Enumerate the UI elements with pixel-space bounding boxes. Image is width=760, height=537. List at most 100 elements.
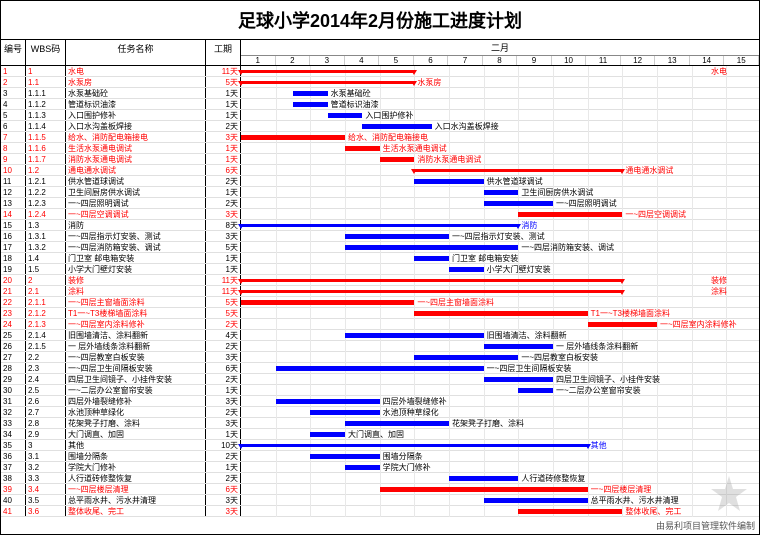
row-name: 水池顶种草绿化	[66, 407, 206, 417]
row-chart: 水泵基础砼	[241, 88, 759, 98]
task-bar[interactable]	[362, 124, 431, 129]
row-wbs: 1.2.2	[26, 187, 66, 197]
row-wbs: 1.1.7	[26, 154, 66, 164]
row-name: 小学大门壁灯安装	[66, 264, 206, 274]
row-name: 一 层外墙线条涂料翻新	[66, 341, 206, 351]
bar-label: 供水管道球调试	[487, 176, 543, 187]
gantt-row: 383.3人行道砖修整恢复2天人行道砖修整恢复	[1, 473, 759, 484]
task-bar[interactable]	[345, 245, 518, 250]
task-bar[interactable]	[276, 399, 380, 404]
task-bar[interactable]	[310, 432, 345, 437]
task-bar[interactable]	[518, 509, 622, 514]
bar-label: 水池顶种草绿化	[383, 407, 439, 418]
summary-bar[interactable]	[241, 70, 414, 73]
day-header-cell: 15	[724, 56, 759, 65]
row-wbs: 3.4	[26, 484, 66, 494]
gantt-row: 81.1.6生活水泵通电调试1天生活水泵通电调试	[1, 143, 759, 154]
row-wbs: 2.4	[26, 374, 66, 384]
summary-bar[interactable]	[241, 279, 622, 282]
task-bar[interactable]	[345, 333, 484, 338]
gantt-row: 373.2学院大门修补1天学院大门修补	[1, 462, 759, 473]
task-bar[interactable]	[328, 113, 363, 118]
gantt-row: 161.3.1一~四层指示灯安装、测试3天一~四层指示灯安装、测试	[1, 231, 759, 242]
row-wbs: 3.3	[26, 473, 66, 483]
row-num: 10	[1, 165, 26, 175]
row-chart: 一~四层照明调试	[241, 198, 759, 208]
row-dur: 11天	[206, 275, 241, 285]
task-bar[interactable]	[518, 212, 622, 217]
row-dur: 4天	[206, 330, 241, 340]
summary-bar[interactable]	[241, 81, 414, 84]
task-bar[interactable]	[310, 454, 379, 459]
day-header-cell: 2	[276, 56, 311, 65]
gantt-row: 151.3消防8天消防	[1, 220, 759, 231]
row-num: 27	[1, 352, 26, 362]
task-bar[interactable]	[293, 91, 328, 96]
task-bar[interactable]	[345, 465, 380, 470]
row-wbs: 1.2.4	[26, 209, 66, 219]
task-bar[interactable]	[449, 476, 518, 481]
row-wbs: 1.3	[26, 220, 66, 230]
task-bar[interactable]	[414, 179, 483, 184]
task-bar[interactable]	[484, 498, 588, 503]
task-bar[interactable]	[345, 146, 380, 151]
bar-label: 四层卫生间镜子、小挂件安装	[556, 374, 660, 385]
task-bar[interactable]	[310, 410, 379, 415]
task-bar[interactable]	[380, 487, 588, 492]
task-bar[interactable]	[241, 300, 414, 305]
day-header-cell: 10	[552, 56, 587, 65]
summary-bar[interactable]	[241, 290, 622, 293]
task-bar[interactable]	[414, 355, 518, 360]
task-bar[interactable]	[241, 135, 345, 140]
row-wbs: 2.1.5	[26, 341, 66, 351]
task-bar[interactable]	[518, 388, 553, 393]
row-dur: 5天	[206, 308, 241, 318]
gantt-row: 413.6整体收尾、完工3天整体收尾、完工	[1, 506, 759, 517]
row-wbs: 1.1	[26, 77, 66, 87]
row-num: 5	[1, 110, 26, 120]
task-bar[interactable]	[414, 256, 449, 261]
task-bar[interactable]	[484, 190, 519, 195]
gantt-row: 232.1.2T1一~T3楼梯墙面涂料5天T1一~T3楼梯墙面涂料	[1, 308, 759, 319]
row-num: 38	[1, 473, 26, 483]
task-bar[interactable]	[276, 366, 484, 371]
row-name: 围墙分隔条	[66, 451, 206, 461]
task-bar[interactable]	[484, 344, 553, 349]
summary-bar[interactable]	[241, 444, 588, 447]
row-dur: 1天	[206, 264, 241, 274]
row-dur: 1天	[206, 253, 241, 263]
row-chart: 通电通水调试	[241, 165, 759, 175]
gantt-row: 141.2.4一~四层空调调试3天一~四层空调调试	[1, 209, 759, 220]
gantt-row: 121.2.2卫生间厨房供水调试1天卫生间厨房供水调试	[1, 187, 759, 198]
row-chart: T1一~T3楼梯墙面涂料	[241, 308, 759, 318]
row-name: 供水管道球调试	[66, 176, 206, 186]
row-wbs: 2.2	[26, 352, 66, 362]
task-bar[interactable]	[588, 322, 657, 327]
summary-bar[interactable]	[414, 169, 622, 172]
day-header-cell: 13	[655, 56, 690, 65]
col-name-header: 任务名称	[66, 40, 206, 65]
bar-label: 一~四层室内涂料修补	[660, 319, 737, 330]
task-bar[interactable]	[449, 267, 484, 272]
day-header-cell: 12	[621, 56, 656, 65]
task-bar[interactable]	[293, 102, 328, 107]
bar-label: 总平雨水井、污水井清理	[591, 495, 679, 506]
summary-bar[interactable]	[241, 224, 518, 227]
bar-label: 管道标识油漆	[331, 99, 379, 110]
row-chart: 入口围护修补	[241, 110, 759, 120]
row-chart: 一 层外墙线条涂料翻新	[241, 341, 759, 351]
row-dur: 2天	[206, 341, 241, 351]
day-header-cell: 7	[448, 56, 483, 65]
task-bar[interactable]	[414, 311, 587, 316]
row-num: 33	[1, 418, 26, 428]
bar-label: 一~四层主窗墙面涂料	[417, 297, 494, 308]
task-bar[interactable]	[380, 157, 415, 162]
row-dur: 3天	[206, 231, 241, 241]
task-bar[interactable]	[484, 377, 553, 382]
task-bar[interactable]	[345, 234, 449, 239]
task-bar[interactable]	[345, 421, 449, 426]
task-bar[interactable]	[484, 201, 553, 206]
row-name: 水泵房	[66, 77, 206, 87]
row-dur: 2天	[206, 473, 241, 483]
row-dur: 2天	[206, 451, 241, 461]
